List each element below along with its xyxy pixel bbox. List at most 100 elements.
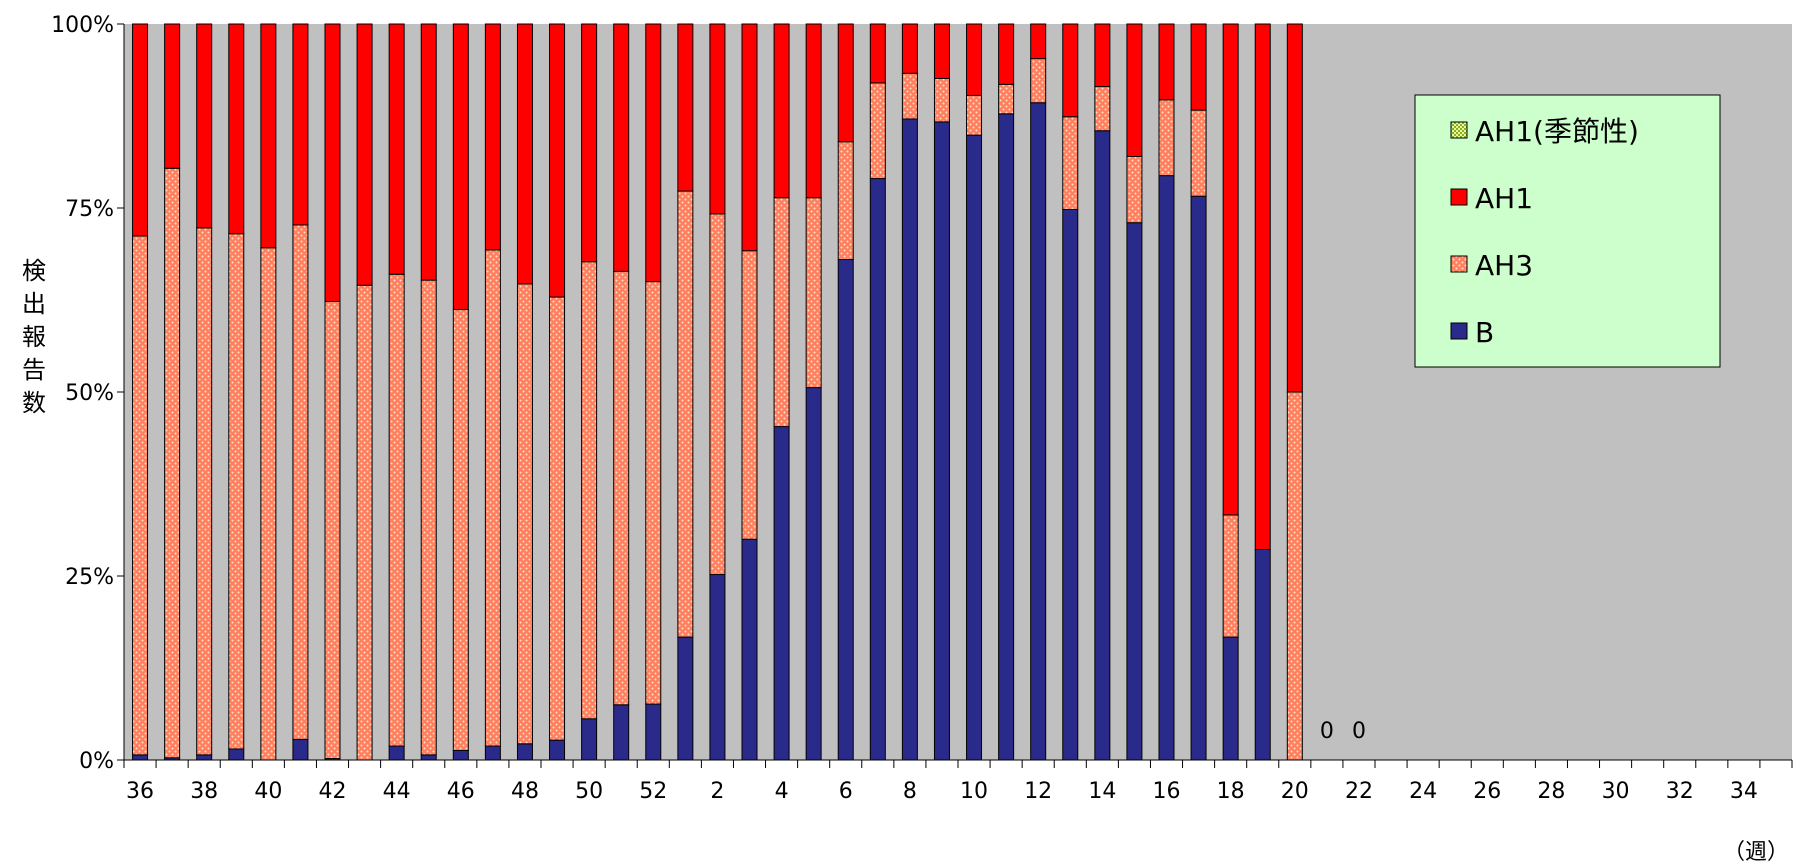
x-tick-label: 28 xyxy=(1537,779,1565,804)
y-axis-title: 検出報告数 xyxy=(22,257,46,417)
bar-AH3-week-6 xyxy=(837,141,854,261)
x-tick-label: 34 xyxy=(1730,779,1758,804)
bar-AH3-week-40 xyxy=(260,247,277,761)
bar-B-week-4 xyxy=(773,426,790,761)
y-axis-title-char: 出 xyxy=(22,290,46,318)
x-tick-label: 18 xyxy=(1217,779,1245,804)
bar-AH1-week-1 xyxy=(677,23,694,192)
bar-AH3-week-10 xyxy=(966,94,983,136)
bar-AH1-week-16 xyxy=(1158,23,1175,101)
bar-B-week-12 xyxy=(1030,102,1047,761)
bar-AH3-week-11 xyxy=(998,83,1015,115)
bar-AH3-week-38 xyxy=(196,227,213,756)
bar-AH1-week-48 xyxy=(516,23,533,285)
x-tick-label: 8 xyxy=(903,779,917,804)
bar-AH1-week-13 xyxy=(1062,23,1079,118)
bar-B-week-16 xyxy=(1158,175,1175,761)
bar-AH3-week-20 xyxy=(1286,391,1303,761)
zero-data-label: 0 xyxy=(1352,719,1366,744)
bar-AH3-week-13 xyxy=(1062,116,1079,210)
bar-AH3-week-42 xyxy=(324,300,341,760)
bar-AH3-week-36 xyxy=(132,235,149,756)
bar-AH3-week-45 xyxy=(420,279,437,756)
bar-B-week-45 xyxy=(420,754,437,761)
bar-B-week-39 xyxy=(228,748,245,761)
x-tick-label: 10 xyxy=(960,779,988,804)
bar-AH3-week-46 xyxy=(452,309,469,751)
bar-AH3-week-14 xyxy=(1094,86,1111,132)
bar-B-week-14 xyxy=(1094,130,1111,761)
bar-AH3-week-4 xyxy=(773,197,790,428)
bar-AH1-week-3 xyxy=(741,23,758,252)
bar-AH1-week-46 xyxy=(452,23,469,311)
bar-AH1-week-44 xyxy=(388,23,405,275)
y-axis-title-char: 検 xyxy=(22,257,46,285)
x-tick-label: 30 xyxy=(1602,779,1630,804)
bar-B-week-7 xyxy=(869,178,886,761)
x-tick-label: 40 xyxy=(254,779,282,804)
x-tick-label: 20 xyxy=(1281,779,1309,804)
legend-swatch xyxy=(1450,322,1468,340)
bar-AH1-week-38 xyxy=(196,23,213,229)
bar-B-week-52 xyxy=(645,703,662,761)
bar-AH1-week-50 xyxy=(581,23,598,263)
bar-AH1-week-10 xyxy=(966,23,983,96)
legend-label: AH1 xyxy=(1475,182,1533,215)
legend-swatch xyxy=(1450,188,1468,206)
x-tick-label: 44 xyxy=(383,779,411,804)
bar-AH1-week-41 xyxy=(292,23,309,226)
legend-label: AH3 xyxy=(1475,249,1533,282)
bar-AH3-week-7 xyxy=(869,82,886,180)
bar-AH3-week-48 xyxy=(516,283,533,745)
x-axis-unit: （週） xyxy=(1723,840,1789,865)
bar-AH1-week-7 xyxy=(869,23,886,84)
bar-B-week-10 xyxy=(966,134,983,761)
x-tick-label: 32 xyxy=(1666,779,1694,804)
bar-AH1-week-49 xyxy=(549,23,566,298)
bar-B-week-9 xyxy=(933,121,950,761)
bar-AH3-week-16 xyxy=(1158,99,1175,177)
bar-B-week-47 xyxy=(484,745,501,761)
bar-B-week-19 xyxy=(1254,549,1271,761)
bar-AH1-week-36 xyxy=(132,23,149,237)
bar-AH3-week-50 xyxy=(581,261,598,720)
y-axis-title-char: 数 xyxy=(22,389,46,417)
bar-AH3-week-39 xyxy=(228,233,245,750)
legend: AH1(季節性) AH1 AH3 B xyxy=(1414,94,1721,368)
bar-AH3-week-15 xyxy=(1126,155,1143,224)
bar-AH3-week-5 xyxy=(805,197,822,389)
bar-AH3-week-52 xyxy=(645,281,662,705)
bar-B-week-1 xyxy=(677,636,694,761)
bar-B-week-6 xyxy=(837,259,854,761)
bar-AH1-week-37 xyxy=(164,23,181,169)
bar-AH3-week-2 xyxy=(709,213,726,576)
bar-B-week-36 xyxy=(132,754,149,761)
bar-AH3-week-51 xyxy=(613,270,630,706)
x-tick-label: 6 xyxy=(839,779,853,804)
bar-B-week-18 xyxy=(1222,636,1239,761)
bar-AH3-week-8 xyxy=(901,72,918,120)
bar-AH3-week-17 xyxy=(1190,109,1207,197)
bar-AH1-week-15 xyxy=(1126,23,1143,157)
bar-B-week-17 xyxy=(1190,195,1207,761)
bar-AH1-week-18 xyxy=(1222,23,1239,516)
x-tick-label: 26 xyxy=(1473,779,1501,804)
bar-AH3-week-37 xyxy=(164,167,181,759)
bar-B-week-38 xyxy=(196,754,213,761)
bar-AH3-week-47 xyxy=(484,249,501,747)
bar-AH1-week-8 xyxy=(901,23,918,74)
bar-AH3-week-18 xyxy=(1222,514,1239,638)
y-tick-label: 0% xyxy=(79,749,114,774)
bar-B-week-13 xyxy=(1062,208,1079,761)
x-tick-label: 22 xyxy=(1345,779,1373,804)
bar-B-week-51 xyxy=(613,704,630,761)
legend-box xyxy=(1414,94,1721,368)
x-tick-label: 52 xyxy=(639,779,667,804)
bar-AH1-week-45 xyxy=(420,23,437,281)
bar-AH1-week-42 xyxy=(324,23,341,302)
y-tick-label: 50% xyxy=(65,381,114,406)
x-tick-label: 4 xyxy=(775,779,789,804)
y-tick-label: 100% xyxy=(51,13,114,38)
bar-AH3-week-44 xyxy=(388,273,405,747)
x-tick-label: 14 xyxy=(1088,779,1116,804)
